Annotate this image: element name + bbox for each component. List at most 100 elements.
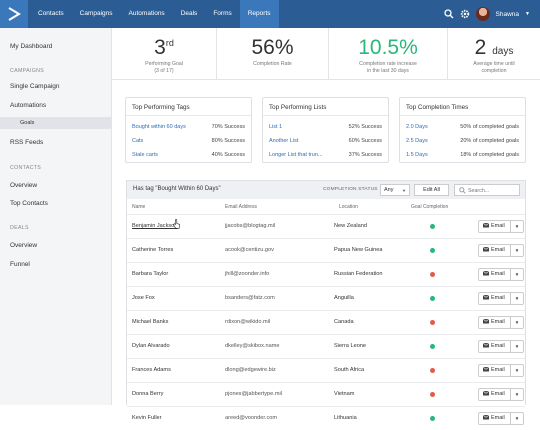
goal-status-dot <box>430 272 435 277</box>
nav-contacts[interactable]: Contacts <box>38 10 64 17</box>
card-divider <box>263 115 388 116</box>
email-button[interactable]: Email <box>478 340 511 353</box>
table-row: Barbara Taylor jhill@zoonder.info Russian … <box>127 262 525 286</box>
chevron-down-icon[interactable]: ▼ <box>525 11 530 17</box>
contact-location: New Zealand <box>334 223 367 229</box>
app-logo[interactable] <box>0 0 28 28</box>
row-actions-dropdown[interactable]: ▼ <box>510 364 524 377</box>
sidebar-item-single-campaign[interactable]: Single Campaign <box>10 83 60 90</box>
email-button[interactable]: Email <box>478 292 511 305</box>
sidebar-item-goals[interactable]: Goals <box>0 117 112 129</box>
goal-status-dot <box>430 392 435 397</box>
column-header-name[interactable]: Name <box>132 204 146 210</box>
sidebar-item-contacts-overview[interactable]: Overview <box>10 182 38 189</box>
card-top-performing-lists: Top Performing Lists List 1 52% Success A… <box>262 97 389 163</box>
row-actions-dropdown[interactable]: ▼ <box>510 316 524 329</box>
sidebar-item-deals-overview[interactable]: Overview <box>10 242 38 249</box>
email-button[interactable]: Email <box>478 412 511 425</box>
table-row: Michael Banks rdixon@wikido.mil Canada Emai… <box>127 310 525 334</box>
contact-name[interactable]: Donna Berry <box>132 391 164 397</box>
tag-success: 80% Success <box>211 138 245 144</box>
envelope-icon <box>482 319 490 324</box>
avatar[interactable] <box>475 7 490 21</box>
card-top-performing-tags: Top Performing Tags Bought within 60 day… <box>125 97 252 163</box>
row-actions-dropdown[interactable]: ▼ <box>510 292 524 305</box>
edit-all-button[interactable]: Edit All <box>414 184 449 196</box>
stat-completion-increase: 10.5% Completion rate increase in the las… <box>329 28 448 80</box>
top-nav-bar: Contacts Campaigns Automations Deals For… <box>0 0 540 28</box>
stat-average-time-value: 2 days <box>448 36 540 60</box>
card-divider <box>126 115 251 116</box>
contact-location: South Africa <box>334 367 365 373</box>
row-actions-dropdown[interactable]: ▼ <box>510 340 524 353</box>
search-input[interactable] <box>468 186 518 195</box>
tag-link[interactable]: Bought within 60 days <box>132 124 186 130</box>
envelope-icon <box>482 223 490 228</box>
nav-campaigns[interactable]: Campaigns <box>79 10 113 17</box>
sidebar-item-funnel[interactable]: Funnel <box>10 261 30 268</box>
nav-automations[interactable]: Automations <box>128 10 165 17</box>
chevron-down-icon: ▼ <box>514 296 520 301</box>
completion-status-select[interactable]: Any ▼ <box>380 184 410 196</box>
contact-name[interactable]: Frances Adams <box>132 367 171 373</box>
mouse-cursor-icon <box>173 219 180 229</box>
time-link[interactable]: 1.5 Days <box>406 152 428 158</box>
contact-name[interactable]: Kevin Fuller <box>132 415 162 421</box>
stat-completion-rate-value: 56% <box>251 36 294 59</box>
contact-email: rdixon@wikido.mil <box>225 319 271 325</box>
email-button[interactable]: Email <box>478 220 511 233</box>
search-icon[interactable] <box>443 9 454 19</box>
contact-name[interactable]: Barbara Taylor <box>132 271 169 277</box>
main-nav: Contacts Campaigns Automations Deals For… <box>30 0 279 28</box>
list-link[interactable]: List 1 <box>269 124 283 130</box>
nav-deals[interactable]: Deals <box>180 10 198 17</box>
column-header-email[interactable]: Email Address <box>225 204 257 210</box>
gear-icon[interactable] <box>460 9 470 19</box>
sidebar-item-rss-feeds[interactable]: RSS Feeds <box>10 139 44 146</box>
email-button[interactable]: Email <box>478 244 511 257</box>
contact-name[interactable]: Jose Fox <box>132 295 155 301</box>
user-name[interactable]: Shawna <box>495 10 520 18</box>
time-link[interactable]: 2.0 Days <box>406 124 428 130</box>
column-header-location[interactable]: Location <box>339 204 358 210</box>
time-link[interactable]: 2.5 Days <box>406 138 428 144</box>
sidebar-item-automations[interactable]: Automations <box>10 102 47 109</box>
email-button[interactable]: Email <box>478 316 511 329</box>
column-header-goal-completion[interactable]: Goal Completion <box>411 204 449 210</box>
row-actions-dropdown[interactable]: ▼ <box>510 244 524 257</box>
contact-name[interactable]: Dylan Alvarado <box>132 343 170 349</box>
contact-email: dkelley@skibox.name <box>225 343 280 349</box>
completion-status-value: Any <box>384 187 394 193</box>
email-button[interactable]: Email <box>478 364 511 377</box>
list-link[interactable]: Longer List that trun... <box>269 152 323 158</box>
email-button[interactable]: Email <box>478 388 511 401</box>
row-actions-dropdown[interactable]: ▼ <box>510 412 524 425</box>
row-actions-dropdown[interactable]: ▼ <box>510 220 524 233</box>
sidebar-item-dashboard[interactable]: My Dashboard <box>10 43 53 50</box>
card-title: Top Completion Times <box>406 104 469 111</box>
nav-forms[interactable]: Forms <box>213 10 232 17</box>
list-link[interactable]: Another List <box>269 138 299 144</box>
contact-name[interactable]: Michael Banks <box>132 319 169 325</box>
stat-average-time-number: 2 <box>474 36 487 59</box>
tag-link[interactable]: Cats <box>132 138 144 144</box>
contact-name[interactable]: Benjamin Jackson <box>132 223 178 229</box>
email-button-label: Email <box>491 319 505 325</box>
contact-email: bsanders@fatz.com <box>225 295 275 301</box>
table-search[interactable] <box>454 184 520 196</box>
row-actions-dropdown[interactable]: ▼ <box>510 268 524 281</box>
email-button-label: Email <box>491 223 505 229</box>
stat-completion-increase-sub: in the last 30 days <box>367 67 409 74</box>
nav-reports[interactable]: Reports <box>239 0 279 28</box>
tag-link[interactable]: Stale carts <box>132 152 158 158</box>
contact-email: jjacobs@blogtag.mil <box>225 223 276 229</box>
sidebar-item-top-contacts[interactable]: Top Contacts <box>10 200 48 207</box>
table-header-bar: Has tag "Bought Within 60 Days" COMPLETI… <box>127 181 525 199</box>
contact-name[interactable]: Catherine Torres <box>132 247 174 253</box>
contact-location: Sierra Leone <box>334 343 367 349</box>
email-button[interactable]: Email <box>478 268 511 281</box>
table-row: Benjamin Jackson jjacobs@blogtag.mil New Z… <box>127 214 525 238</box>
row-actions-dropdown[interactable]: ▼ <box>510 388 524 401</box>
sidebar: My Dashboard CAMPAIGNS Single Campaign A… <box>0 28 112 405</box>
stat-completion-rate: 56% Completion Rate <box>217 28 329 80</box>
